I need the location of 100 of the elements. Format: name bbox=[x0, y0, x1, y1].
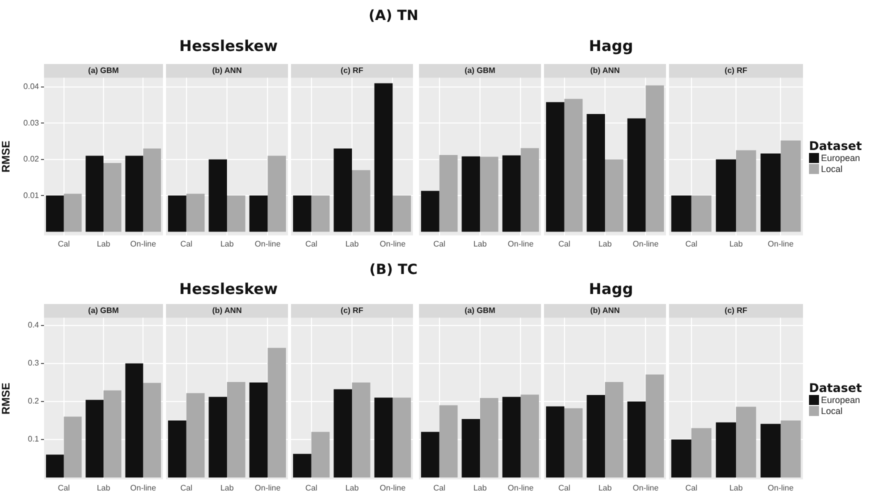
x-tick-label: Lab bbox=[598, 239, 612, 248]
bar bbox=[311, 196, 330, 232]
x-tick-label: On-line bbox=[632, 483, 660, 492]
bar bbox=[421, 432, 440, 478]
bar bbox=[334, 148, 352, 232]
bar bbox=[249, 382, 268, 478]
bar bbox=[86, 156, 104, 232]
bar bbox=[760, 424, 781, 478]
bar bbox=[646, 374, 664, 478]
chart-title: (c) RF bbox=[669, 64, 803, 78]
x-tick-label: Lab bbox=[96, 483, 111, 492]
bar bbox=[586, 114, 605, 232]
bar bbox=[186, 194, 205, 232]
y-tick-label: 0.1 bbox=[28, 434, 40, 444]
chart-title: (b) ANN bbox=[544, 64, 666, 78]
bar bbox=[605, 382, 624, 478]
bar bbox=[691, 196, 712, 232]
x-tick-label: Cal bbox=[305, 483, 318, 492]
y-axis-title: RMSE bbox=[0, 382, 13, 414]
x-tick-label: Lab bbox=[345, 239, 360, 248]
bar bbox=[249, 196, 268, 232]
x-tick-label: Cal bbox=[180, 239, 193, 248]
legend-label: Local bbox=[821, 164, 843, 174]
x-tick-label: Cal bbox=[685, 483, 698, 492]
bar bbox=[716, 422, 736, 478]
bar bbox=[736, 150, 756, 232]
bar bbox=[546, 406, 564, 478]
bar bbox=[352, 170, 370, 232]
bar bbox=[227, 196, 246, 232]
y-tick-label: 0.4 bbox=[28, 320, 40, 330]
bar bbox=[392, 196, 411, 232]
bar bbox=[520, 148, 539, 232]
x-tick-label: On-line bbox=[508, 239, 534, 248]
text: (A) TN bbox=[368, 8, 418, 24]
x-tick-label: Cal bbox=[558, 483, 571, 492]
legend-label: European bbox=[821, 153, 860, 164]
chart-title: (a) GBM bbox=[44, 64, 163, 78]
bar bbox=[104, 390, 122, 478]
y-tick-label: 0.04 bbox=[23, 82, 40, 92]
x-tick-label: Cal bbox=[433, 239, 446, 248]
bar bbox=[421, 190, 440, 232]
legend-title: Dataset bbox=[809, 380, 862, 395]
chart-title: (b) ANN bbox=[166, 304, 288, 318]
x-tick-label: Cal bbox=[58, 239, 70, 248]
x-tick-label: Lab bbox=[473, 483, 488, 492]
bar bbox=[168, 420, 186, 478]
x-tick-label: Lab bbox=[220, 483, 234, 492]
text: Hagg bbox=[588, 280, 634, 298]
bar bbox=[46, 196, 64, 232]
chart-title: (b) ANN bbox=[166, 64, 288, 78]
bar bbox=[736, 406, 756, 478]
bar bbox=[627, 118, 646, 232]
bar bbox=[104, 162, 122, 232]
x-tick-label: On-line bbox=[254, 239, 282, 248]
y-tick-label: 0.2 bbox=[28, 396, 40, 406]
text: Hessleskew bbox=[179, 37, 278, 55]
x-tick-label: Lab bbox=[96, 239, 111, 248]
bar bbox=[143, 148, 162, 232]
x-tick-label: Lab bbox=[729, 483, 744, 492]
bar bbox=[392, 398, 411, 478]
bar bbox=[125, 156, 144, 232]
bar bbox=[564, 98, 583, 232]
bar bbox=[480, 156, 498, 232]
bar bbox=[462, 418, 480, 478]
bar bbox=[268, 156, 286, 232]
bar bbox=[760, 154, 781, 232]
x-tick-label: On-line bbox=[254, 483, 282, 492]
text: (B) TC bbox=[369, 262, 418, 278]
bar bbox=[374, 398, 393, 478]
bar bbox=[605, 159, 624, 232]
bar bbox=[439, 154, 458, 232]
bar bbox=[64, 194, 82, 232]
x-tick-label: On-line bbox=[380, 239, 406, 248]
x-tick-label: On-line bbox=[632, 239, 660, 248]
chart-title: (a) GBM bbox=[44, 304, 163, 318]
chart-title: (c) RF bbox=[291, 304, 413, 318]
legend-title: Dataset bbox=[809, 138, 862, 153]
x-tick-label: Cal bbox=[558, 239, 571, 248]
bar bbox=[46, 454, 64, 478]
bar bbox=[208, 159, 227, 232]
y-tick-label: 0.3 bbox=[28, 358, 40, 368]
bar bbox=[671, 196, 692, 232]
bar bbox=[691, 428, 712, 478]
bar bbox=[227, 382, 246, 478]
bar bbox=[646, 85, 664, 232]
x-tick-label: On-line bbox=[380, 483, 406, 492]
bar bbox=[480, 398, 498, 478]
chart-title: (c) RF bbox=[291, 64, 413, 78]
y-tick-label: 0.01 bbox=[23, 190, 40, 200]
bar bbox=[520, 394, 539, 478]
x-tick-label: Cal bbox=[685, 239, 698, 248]
legend-label: European bbox=[821, 395, 860, 406]
bar bbox=[186, 393, 205, 478]
x-tick-label: On-line bbox=[130, 483, 157, 492]
x-tick-label: On-line bbox=[768, 483, 794, 492]
bar bbox=[627, 401, 646, 478]
x-tick-label: Lab bbox=[729, 239, 744, 248]
bar bbox=[86, 400, 104, 478]
bar bbox=[671, 439, 692, 478]
bar bbox=[462, 156, 480, 232]
